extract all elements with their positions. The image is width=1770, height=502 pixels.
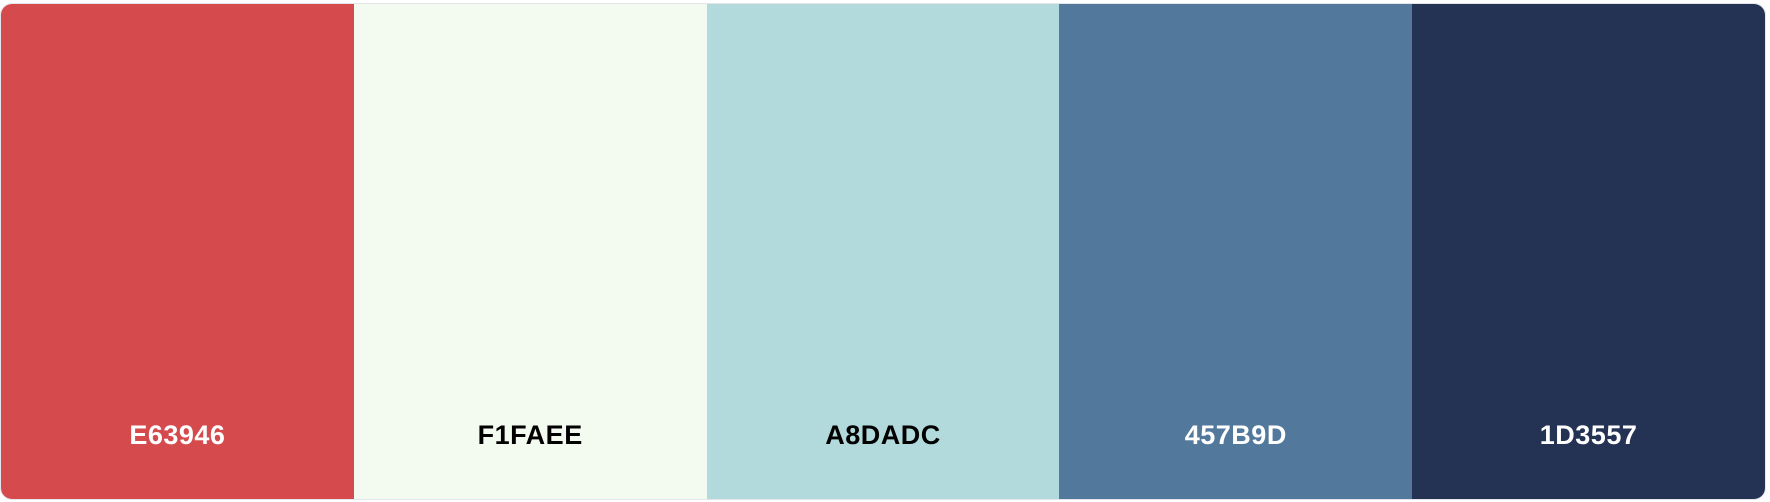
color-swatch-2[interactable]: F1FAEE bbox=[353, 4, 707, 499]
color-swatch-3[interactable]: A8DADC bbox=[706, 4, 1060, 499]
swatch-hex-label: F1FAEE bbox=[477, 420, 583, 450]
swatch-hex-label: 457B9D bbox=[1184, 420, 1287, 450]
swatch-hex-label: 1D3557 bbox=[1539, 420, 1638, 450]
color-swatch-5[interactable]: 1D3557 bbox=[1412, 4, 1765, 499]
swatch-hex-label: E63946 bbox=[129, 420, 226, 450]
swatch-hex-label: A8DADC bbox=[825, 420, 941, 450]
color-swatch-1[interactable]: E63946 bbox=[1, 4, 354, 499]
color-swatch-4[interactable]: 457B9D bbox=[1059, 4, 1413, 499]
color-palette: E63946 F1FAEE A8DADC 457B9D 1D3557 bbox=[0, 3, 1766, 500]
